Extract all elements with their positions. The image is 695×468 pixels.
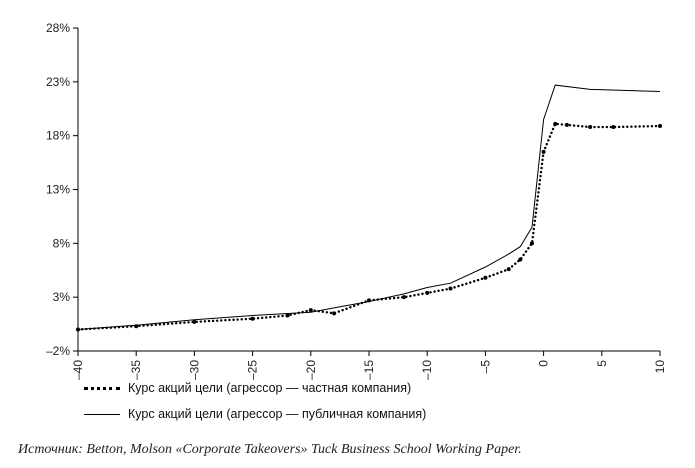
- x-tick-label: –15: [362, 360, 376, 380]
- series-point-0: [250, 316, 255, 321]
- y-tick-label: 13%: [46, 183, 70, 197]
- x-tick-label: 0: [537, 360, 551, 367]
- series-point-0: [332, 311, 337, 316]
- series-point-0: [506, 267, 511, 272]
- series-point-0: [483, 275, 488, 280]
- chart: –2% 3% 8% 13% 18% 23% 28% –40 –35 –30 –25 –20 –15 –1…: [46, 21, 667, 380]
- series-point-0: [529, 241, 534, 246]
- series-point-0: [658, 123, 662, 128]
- y-tick-label: 8%: [53, 236, 71, 250]
- y-axis: –2% 3% 8% 13% 18% 23% 28%: [46, 21, 79, 358]
- y-tick-label: 18%: [46, 129, 70, 143]
- series-point-0: [308, 308, 313, 313]
- y-tick-label: 3%: [53, 290, 71, 304]
- series-point-0: [425, 290, 430, 295]
- series-lines: [76, 84, 662, 332]
- x-tick-label: 5: [595, 360, 609, 367]
- x-tick-label: –20: [304, 360, 318, 380]
- legend-item-public: Курс акций цели (агрессор — публичная ко…: [84, 407, 426, 421]
- x-tick-label: –30: [187, 360, 201, 380]
- series-point-0: [401, 295, 406, 300]
- legend-swatch-dotted: [84, 386, 120, 390]
- legend-label-private: Курс акций цели (агрессор — частная комп…: [128, 381, 412, 395]
- x-axis: –40 –35 –30 –25 –20 –15 –10 –5 0 5 10: [71, 350, 667, 380]
- series-point-0: [541, 149, 546, 154]
- y-tick-label: 28%: [46, 21, 70, 35]
- legend-label-public: Курс акций цели (агрессор — публичная ко…: [128, 407, 427, 421]
- source-note: Источник: Betton, Molson «Corporate Take…: [18, 442, 522, 457]
- series-point-0: [448, 286, 453, 291]
- series-point-0: [192, 319, 197, 324]
- x-tick-label: –10: [420, 360, 434, 380]
- series-point-0: [564, 122, 569, 127]
- x-tick-label: –40: [71, 360, 85, 380]
- series-point-0: [553, 121, 558, 126]
- x-tick-label: 10: [653, 360, 667, 374]
- x-tick-label: –25: [246, 360, 260, 380]
- y-tick-label: 23%: [46, 75, 70, 89]
- x-tick-label: –35: [129, 360, 143, 380]
- series-point-0: [611, 125, 616, 130]
- legend-item-private: Курс акций цели (агрессор — частная комп…: [84, 381, 411, 395]
- series-point-0: [588, 125, 593, 130]
- legend-swatch-solid: [84, 413, 120, 415]
- series-line-1: [77, 84, 661, 330]
- y-tick-label: –2%: [46, 344, 70, 358]
- x-tick-label: –5: [478, 360, 492, 374]
- series-point-0: [518, 257, 523, 262]
- series-point-0: [285, 313, 290, 318]
